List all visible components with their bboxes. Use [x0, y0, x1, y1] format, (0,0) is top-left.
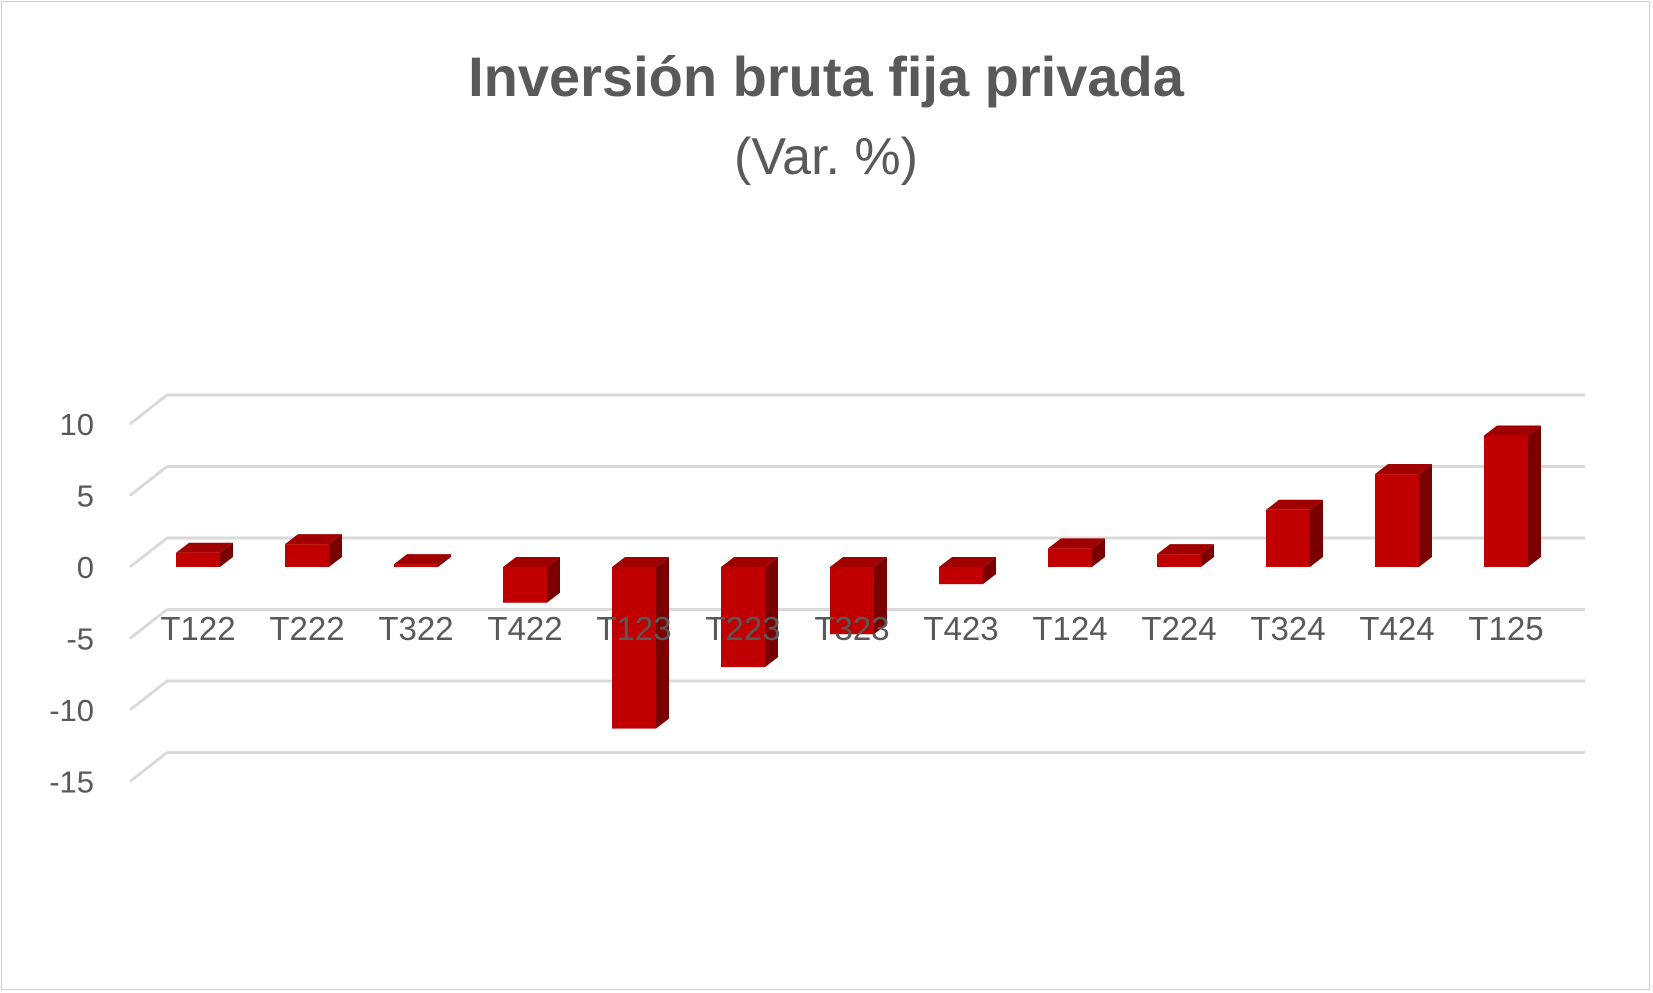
bars [176, 425, 1541, 729]
y-tick-label: 10 [60, 407, 94, 442]
bar-top [939, 557, 996, 567]
x-tick-label: T324 [1250, 610, 1325, 647]
bar-T424 [1375, 464, 1432, 567]
y-tick-label: 0 [77, 550, 94, 585]
bar-T422 [503, 557, 560, 603]
x-tick-label: T224 [1141, 610, 1216, 647]
bar-front [1375, 474, 1419, 567]
x-tick-label: T122 [160, 610, 235, 647]
gridline-depth [129, 393, 168, 426]
x-tick-label: T422 [487, 610, 562, 647]
bar-top [503, 557, 560, 567]
gridline-depth [129, 465, 168, 497]
gridline-depth [129, 608, 168, 640]
bar-side [1201, 544, 1214, 567]
bar-T324 [1266, 499, 1323, 567]
bar-T322 [394, 554, 451, 567]
bar-front [503, 567, 547, 603]
bar-side [1419, 464, 1432, 567]
bar-front [1157, 554, 1201, 567]
bar-top [612, 557, 669, 567]
bar-side [438, 554, 451, 567]
gridlines [129, 393, 1585, 783]
bar-side [329, 534, 342, 567]
bar-front [394, 564, 438, 567]
bar-side [656, 557, 669, 729]
bar-T124 [1048, 538, 1105, 567]
gridline-depth [129, 536, 168, 569]
x-tick-label: T124 [1032, 610, 1107, 647]
bar-top [1157, 544, 1214, 555]
bar-front [1266, 509, 1310, 567]
bar-top [1375, 464, 1432, 475]
y-axis-ticks: 10 5 0 -5 -10 -15 [49, 407, 94, 800]
bar-side [1528, 425, 1541, 567]
chart-title: Inversión bruta fija privada [468, 45, 1185, 108]
bar-T122 [176, 542, 233, 567]
bar-side [765, 557, 778, 668]
x-tick-label: T423 [923, 610, 998, 647]
bar-front [721, 567, 765, 668]
bar-side [1310, 499, 1323, 567]
bar-front [1484, 435, 1528, 567]
bar-side [220, 542, 233, 567]
bar-front [830, 567, 874, 635]
bar-top [1266, 499, 1323, 510]
bar-top [721, 557, 778, 567]
bar-T125 [1484, 425, 1541, 567]
bar-top [285, 534, 342, 545]
x-axis-labels: T122 T222 T322 T422 T123 T223 T323 T423 T124 T224… [160, 610, 1543, 647]
y-tick-label: -10 [49, 693, 94, 728]
x-tick-label: T222 [269, 610, 344, 647]
bar-side [874, 557, 887, 635]
bar-front [1048, 548, 1092, 567]
x-tick-label: T424 [1359, 610, 1434, 647]
bar-T323 [830, 557, 887, 635]
bar-T224 [1157, 544, 1214, 567]
bar-side [547, 557, 560, 603]
x-tick-label: T123 [596, 610, 671, 647]
bar-T222 [285, 534, 342, 567]
bar-side [1092, 538, 1105, 567]
bar-front [612, 567, 656, 729]
chart-subtitle: (Var. %) [734, 128, 918, 186]
bar-top [830, 557, 887, 567]
gridline-depth [129, 751, 168, 783]
bar-front [285, 544, 329, 567]
bar-T123 [612, 557, 669, 729]
bar-front [939, 567, 983, 585]
bar-top [1048, 538, 1105, 549]
bar-top [394, 554, 451, 565]
x-tick-label: T322 [378, 610, 453, 647]
bar-front [176, 552, 220, 567]
bar-T223 [721, 557, 778, 668]
x-tick-label: T125 [1468, 610, 1543, 647]
gridline-depth [129, 679, 168, 712]
bar-top [1484, 425, 1541, 436]
x-tick-label: T223 [705, 610, 780, 647]
bar-T423 [939, 557, 996, 585]
y-tick-label: 5 [77, 479, 94, 514]
y-tick-label: -5 [66, 622, 94, 657]
bar-side [983, 557, 996, 585]
bar-top [176, 542, 233, 553]
x-tick-label: T323 [814, 610, 889, 647]
y-tick-label: -15 [49, 765, 94, 800]
